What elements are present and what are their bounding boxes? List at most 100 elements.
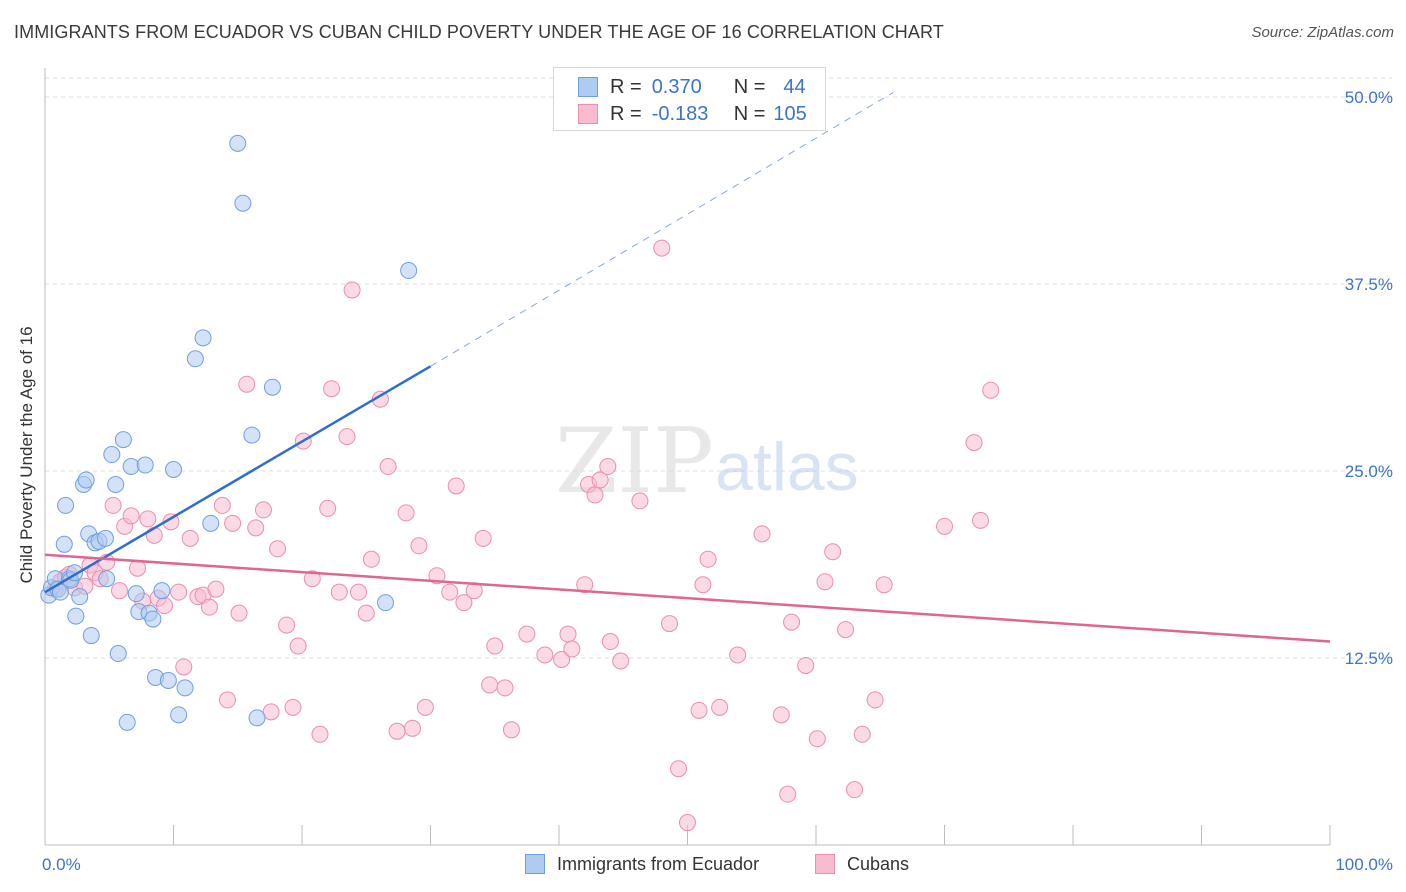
point-ecuador — [118, 713, 136, 731]
point-cuban — [576, 576, 594, 594]
point-ecuador — [107, 475, 125, 493]
legend-r-label: R = — [610, 102, 642, 125]
point-cuban — [284, 698, 302, 716]
chart-title: IMMIGRANTS FROM ECUADOR VS CUBAN CHILD P… — [14, 22, 944, 42]
point-ecuador — [234, 194, 252, 212]
point-cuban — [694, 576, 712, 594]
point-cuban — [410, 537, 428, 555]
trend-lines — [44, 92, 1331, 643]
point-cuban — [679, 814, 696, 832]
bottom-legend-label-ecuador: Immigrants from Ecuador — [557, 853, 760, 874]
legend-n-label: N = — [733, 102, 766, 125]
point-cuban — [218, 691, 236, 709]
point-cuban — [139, 510, 157, 528]
point-cuban — [591, 471, 609, 489]
point-cuban — [441, 583, 459, 601]
point-cuban — [808, 730, 826, 748]
point-cuban — [936, 517, 953, 535]
point-cuban — [447, 477, 465, 495]
point-cuban — [553, 650, 571, 668]
bottom-legend-swatch-cubans — [815, 854, 835, 874]
point-cuban — [875, 576, 893, 594]
point-cuban — [145, 526, 163, 544]
legend-swatch-ecuador — [578, 77, 598, 97]
point-cuban — [853, 725, 871, 743]
point-cuban — [518, 625, 536, 643]
y-tick-label: 25.0% — [1345, 462, 1393, 481]
trend-line-cubans — [44, 553, 1331, 643]
point-ecuador — [248, 709, 266, 727]
point-ecuador — [165, 461, 182, 479]
point-cuban — [200, 598, 218, 616]
point-cuban — [455, 594, 473, 612]
point-cuban — [230, 604, 248, 622]
legend-n-value-cubans: 105 — [773, 102, 807, 125]
watermark-atlas: atlas — [715, 429, 859, 505]
trend-line-ecuador — [44, 365, 432, 594]
point-cuban — [866, 691, 884, 709]
bottom-legend-cubans: Cubans — [815, 852, 909, 876]
y-tick-label: 50.0% — [1345, 88, 1393, 107]
point-cuban — [563, 640, 581, 658]
point-cuban — [753, 525, 771, 543]
point-cuban — [224, 514, 242, 532]
point-cuban — [175, 658, 193, 676]
point-cuban — [303, 570, 321, 588]
point-cuban — [816, 573, 834, 591]
point-cuban — [170, 583, 188, 601]
point-cuban — [486, 637, 504, 655]
point-cuban — [779, 785, 797, 803]
point-cuban — [699, 550, 717, 568]
point-cuban — [156, 597, 174, 615]
point-cuban — [824, 543, 842, 561]
point-ecuador — [82, 627, 100, 645]
point-ecuador — [103, 446, 121, 464]
point-cuban — [350, 583, 368, 601]
point-cuban — [388, 722, 406, 740]
point-ecuador — [400, 262, 418, 280]
x-tick-label: 100.0% — [1335, 855, 1393, 874]
point-cuban — [122, 507, 140, 525]
point-cuban — [343, 281, 361, 299]
axes — [44, 68, 1331, 846]
legend-n-value-ecuador: 44 — [783, 75, 806, 98]
point-ecuador — [229, 134, 247, 152]
point-cuban — [837, 621, 855, 639]
point-cuban — [599, 458, 617, 476]
legend-row-ecuador: R = 0.370 N = 44 — [578, 75, 806, 99]
bottom-legend-label-cubans: Cubans — [847, 853, 910, 874]
point-ecuador — [57, 496, 75, 514]
data-points — [40, 134, 1000, 832]
point-cuban — [404, 719, 422, 737]
point-ecuador — [67, 607, 85, 625]
point-ecuador — [144, 610, 162, 628]
point-cuban — [247, 519, 265, 537]
legend-swatch-cubans — [578, 104, 598, 124]
point-cuban — [601, 633, 619, 651]
point-cuban — [971, 511, 989, 529]
point-ecuador — [176, 679, 194, 697]
point-cuban — [846, 781, 864, 799]
point-ecuador — [122, 458, 140, 476]
point-cuban — [397, 504, 415, 522]
point-cuban — [338, 428, 356, 446]
point-ecuador — [243, 426, 261, 444]
point-cuban — [311, 725, 329, 743]
point-ecuador — [77, 471, 95, 489]
point-ecuador — [98, 570, 116, 588]
point-cuban — [729, 646, 747, 664]
point-cuban — [690, 701, 708, 719]
point-cuban — [254, 501, 272, 519]
point-cuban — [559, 625, 577, 643]
legend-n-label: N = — [733, 75, 766, 98]
point-cuban — [111, 582, 129, 600]
correlation-legend: R = 0.370 N = 44 R = -0.183 N = 105 — [553, 67, 826, 131]
trend-line-ecuador-extension — [430, 92, 894, 367]
point-ecuador — [136, 456, 154, 474]
point-ecuador — [170, 706, 188, 724]
point-cuban — [416, 698, 434, 716]
point-cuban — [536, 646, 554, 664]
point-ecuador — [194, 329, 212, 347]
y-tick-label: 12.5% — [1345, 649, 1393, 668]
